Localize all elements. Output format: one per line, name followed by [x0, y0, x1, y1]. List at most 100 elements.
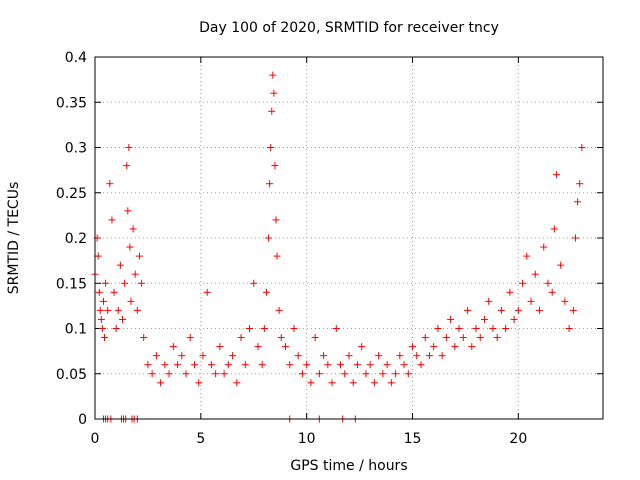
data-point	[468, 343, 476, 351]
data-point	[561, 297, 569, 305]
data-point	[114, 306, 122, 314]
data-point	[262, 288, 270, 296]
data-point	[104, 306, 112, 314]
y-axis-label: SRMTID / TECUs	[6, 182, 22, 295]
data-point	[345, 352, 353, 360]
x-tick-label: 5	[196, 431, 205, 447]
data-point	[241, 361, 249, 369]
data-point	[98, 325, 106, 332]
data-point	[96, 306, 104, 314]
data-point	[502, 325, 510, 332]
data-point	[358, 343, 366, 351]
data-point	[447, 315, 455, 323]
data-point	[341, 370, 349, 378]
data-point	[442, 334, 450, 342]
data-point	[527, 297, 535, 305]
data-point	[540, 243, 548, 251]
data-point	[124, 207, 132, 215]
data-point	[178, 352, 186, 360]
data-point	[506, 288, 514, 296]
data-point	[233, 379, 241, 387]
data-point	[144, 361, 152, 369]
y-tick-label: 0.1	[65, 322, 87, 338]
data-point	[421, 334, 429, 342]
y-tick-label: 0	[78, 412, 87, 428]
data-point	[152, 352, 160, 360]
data-point	[578, 144, 586, 151]
x-tick-label: 20	[509, 431, 527, 447]
data-point	[514, 306, 522, 314]
data-point	[108, 216, 116, 224]
data-point	[271, 162, 279, 170]
data-point	[531, 270, 539, 278]
data-point	[250, 279, 258, 287]
data-point	[101, 334, 109, 342]
chart-title: Day 100 of 2020, SRMTID for receiver tnc…	[199, 20, 499, 36]
data-point	[266, 180, 274, 188]
data-point	[574, 198, 582, 206]
data-point	[131, 270, 139, 278]
data-point	[290, 325, 298, 332]
data-point	[430, 343, 438, 351]
data-point	[229, 352, 237, 360]
data-point	[434, 325, 442, 332]
data-point	[576, 180, 584, 188]
y-tick-label: 0.3	[65, 141, 87, 157]
data-point	[548, 288, 556, 296]
x-tick-label: 0	[91, 431, 100, 447]
data-point	[476, 334, 484, 342]
y-tick-label: 0.05	[56, 367, 87, 383]
data-point	[315, 370, 323, 378]
data-point	[157, 379, 165, 387]
data-point	[282, 343, 289, 351]
data-point	[451, 343, 459, 351]
data-point	[186, 334, 194, 342]
data-point	[459, 334, 467, 342]
data-point	[480, 315, 488, 323]
data-point	[94, 252, 102, 260]
data-point	[565, 325, 573, 332]
data-point	[544, 279, 552, 287]
data-point	[550, 225, 558, 233]
data-point	[216, 343, 224, 351]
data-point	[324, 361, 332, 369]
data-point	[404, 370, 412, 378]
data-point	[199, 352, 207, 360]
data-point	[510, 315, 518, 323]
data-point	[409, 343, 416, 351]
data-point	[267, 144, 275, 151]
data-point	[95, 288, 103, 296]
data-point	[212, 370, 220, 378]
data-point	[165, 370, 173, 378]
data-point	[260, 325, 268, 332]
data-point	[123, 162, 131, 170]
data-point	[464, 306, 472, 314]
data-point	[396, 352, 404, 360]
data-point	[536, 306, 543, 314]
data-points	[91, 71, 586, 423]
data-point	[370, 379, 378, 387]
x-tick-label: 10	[298, 431, 316, 447]
data-point	[298, 370, 306, 378]
data-point	[220, 370, 228, 378]
axis-ticks: 0 0.05 0.1 0.15 0.2 0.25 0.3 0.35 0.4 0 5 10 15 20	[56, 50, 603, 447]
plot-frame	[94, 56, 604, 420]
x-tick-label: 15	[404, 431, 422, 447]
data-point	[138, 279, 146, 287]
data-point	[269, 71, 277, 79]
data-point	[99, 297, 107, 305]
data-point	[366, 361, 374, 369]
data-point	[489, 325, 497, 332]
data-point	[102, 279, 110, 287]
data-point	[277, 334, 285, 342]
data-point	[121, 279, 129, 287]
data-point	[119, 315, 127, 323]
data-point	[273, 252, 281, 260]
data-point	[497, 306, 505, 314]
data-point	[303, 361, 311, 369]
x-axis-label: GPS time / hours	[290, 458, 407, 474]
data-point	[379, 370, 387, 378]
data-point	[182, 370, 190, 378]
grid-lines	[95, 57, 603, 419]
